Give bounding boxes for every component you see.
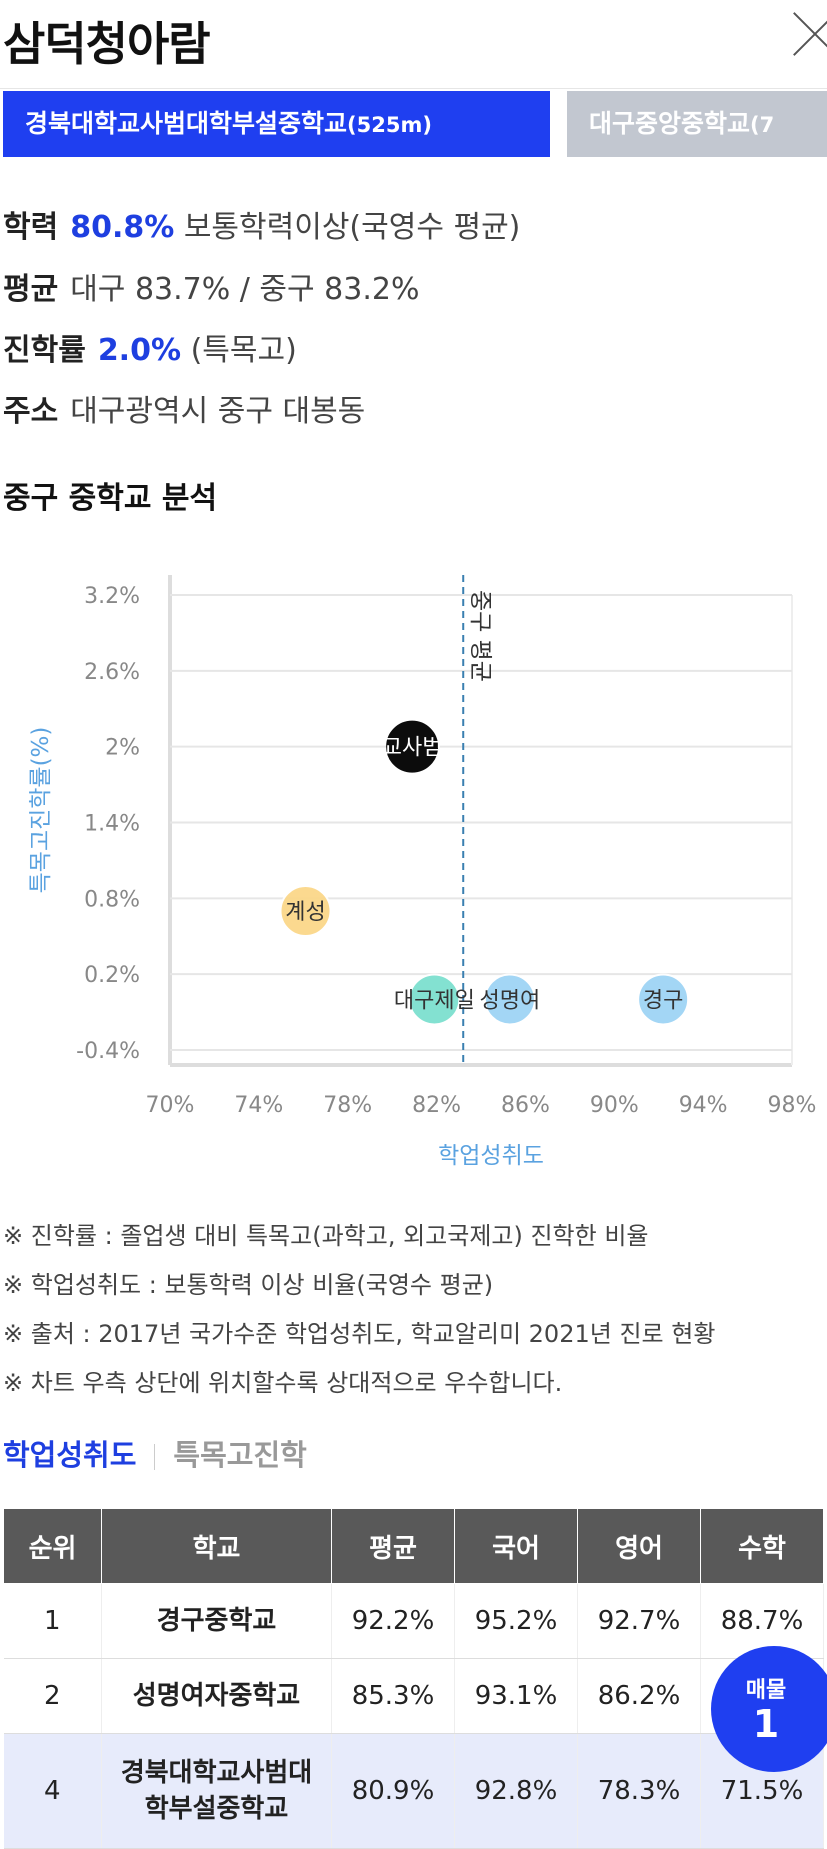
tab-school-1[interactable]: 경북대학교사범대학부설중학교(525m) [3,91,550,157]
reference-line-label: 중구 평균 [467,590,493,682]
cell-average: 80.9% [331,1733,455,1849]
y-tick-label: 2% [105,736,140,761]
note-4: ※ 차트 우측 상단에 위치할수록 상대적으로 우수합니다. [3,1369,563,1397]
data-point-label: 교사범 [382,736,443,761]
table-row[interactable]: 1 경구중학교 92.2% 95.2% 92.7% 88.7% [3,1583,824,1659]
cell-english: 78.3% [577,1733,701,1849]
close-icon[interactable] [790,10,827,58]
y-tick-label: 0.8% [84,887,140,912]
table-header-row: 순위 학교 평균 국어 영어 수학 [3,1508,824,1584]
info-advance-desc: (특목고) [190,333,297,368]
cell-english: 92.7% [577,1583,701,1659]
x-tick-label: 78% [323,1093,372,1118]
info-advance-key: 진학률 [3,333,86,368]
y-tick-label: 0.2% [84,963,140,988]
col-korean: 국어 [454,1508,578,1584]
col-math: 수학 [700,1508,824,1584]
info-average: 평균 대구 83.7% / 중구 83.2% [3,264,419,308]
subtab-divider [154,1444,156,1470]
data-point-label: 대구제일 [394,988,475,1013]
table-row[interactable]: 2 성명여자중학교 85.3% 93.1% 86.2% [3,1658,824,1734]
y-axis-title: 특목고진학률(%) [28,727,54,894]
data-point [408,973,461,1026]
cell-school: 성명여자중학교 [101,1658,332,1734]
cell-english: 86.2% [577,1658,701,1734]
info-academic-value: 80.8% [70,210,175,245]
x-axis-title: 학업성취도 [438,1143,544,1169]
info-advance-value: 2.0% [97,333,182,368]
listing-badge[interactable]: 매물 1 [711,1646,827,1772]
cell-rank: 4 [3,1733,102,1849]
school-tabs: 경북대학교사범대학부설중학교(525m) 대구중앙중학교(7 [0,91,827,157]
page-title: 삼덕청아람 [3,17,211,71]
cell-average: 85.3% [331,1658,455,1734]
note-1: ※ 진학률 : 졸업생 대비 특목고(과학고, 외고국제고) 진학한 비율 [3,1222,649,1250]
col-rank: 순위 [3,1508,102,1584]
ranking-table: 순위 학교 평균 국어 영어 수학 1 경구중학교 92.2% 95.2% 92… [3,1508,824,1849]
x-tick-label: 86% [501,1093,550,1118]
cell-rank: 2 [3,1658,102,1734]
data-point [386,720,439,773]
col-school: 학교 [101,1508,332,1584]
x-tick-label: 94% [679,1093,728,1118]
tab-school-2-name: 대구중앙중학교 [589,109,751,138]
tab-school-1-distance: (525m) [347,113,432,137]
info-address-value: 대구광역시 중구 대봉동 [70,394,366,429]
cell-korean: 95.2% [454,1583,578,1659]
col-average: 평균 [331,1508,455,1584]
data-point-label: 계성 [285,900,325,925]
data-point-label: 성명여 [480,988,541,1013]
info-address-key: 주소 [3,394,59,429]
cell-school: 경구중학교 [101,1583,332,1659]
y-tick-label: 2.6% [84,660,140,685]
x-tick-label: 74% [234,1093,283,1118]
info-academic-desc: 보통학력이상(국영수 평균) [183,210,521,245]
subtab-advance[interactable]: 특목고진학 [173,1438,307,1472]
x-tick-label: 82% [412,1093,461,1118]
info-academic-key: 학력 [3,210,59,245]
scatter-chart: 3.2% 2.6% 2% 1.4% 0.8% 0.2% -0.4% 70% 74% 78% 82% 8… [28,575,817,1169]
tab-school-1-name: 경북대학교사범대학부설중학교 [25,109,348,138]
info-academic: 학력 80.8% 보통학력이상(국영수 평균) [3,202,520,246]
info-average-key: 평균 [3,272,59,307]
app-header: 삼덕청아람 [0,0,827,89]
info-address: 주소 대구광역시 중구 대봉동 [3,386,365,430]
col-english: 영어 [577,1508,701,1584]
cell-korean: 93.1% [454,1658,578,1734]
listing-badge-count: 1 [752,1702,780,1746]
info-average-value: 대구 83.7% / 중구 83.2% [70,272,420,307]
ranking-subtabs: 학업성취도 특목고진학 [3,1432,307,1474]
x-tick-label: 98% [768,1093,817,1118]
note-2: ※ 학업성취도 : 보통학력 이상 비율(국영수 평균) [3,1271,494,1299]
listing-badge-label: 매물 [745,1678,787,1703]
x-tick-label: 70% [146,1093,195,1118]
y-tick-label: 3.2% [84,584,140,609]
data-point [483,973,536,1026]
y-tick-label: -0.4% [76,1039,140,1064]
tab-school-2-distance: (7 [750,113,775,137]
data-point [279,884,332,937]
subtab-academic[interactable]: 학업성취도 [3,1438,137,1472]
section-title: 중구 중학교 분석 [3,481,218,516]
info-advance: 진학률 2.0% (특목고) [3,325,297,369]
data-point [637,973,690,1026]
tab-school-2[interactable]: 대구중앙중학교(7 [567,91,827,157]
cell-rank: 1 [3,1583,102,1659]
table-row-highlighted[interactable]: 4 경북대학교사범대 학부설중학교 80.9% 92.8% 78.3% 71.5% [3,1733,824,1849]
cell-school-line1: 경북대학교사범대 [120,1758,313,1788]
cell-school-line2: 학부설중학교 [144,1794,289,1824]
y-tick-label: 1.4% [84,812,140,837]
note-3: ※ 출처 : 2017년 국가수준 학업성취도, 학교알리미 2021년 진로 … [3,1320,716,1348]
data-point-label: 경구 [643,988,683,1013]
cell-korean: 92.8% [454,1733,578,1849]
cell-average: 92.2% [331,1583,455,1659]
x-tick-label: 90% [590,1093,639,1118]
